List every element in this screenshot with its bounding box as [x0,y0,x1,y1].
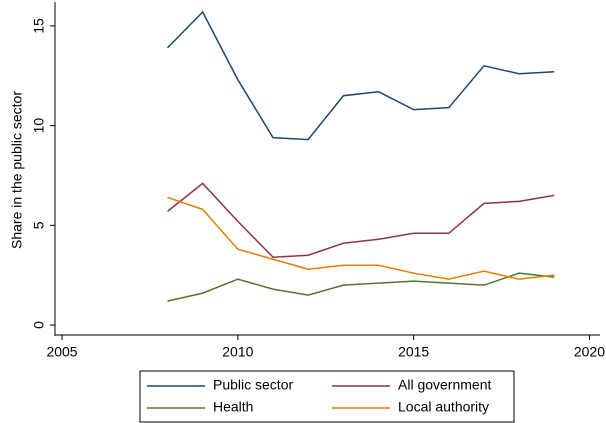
legend-label: All government [398,377,491,393]
y-tick-label: 15 [31,18,47,34]
x-tick-label: 2015 [398,344,429,360]
x-tick-label: 2010 [222,344,253,360]
line [167,196,555,280]
x-tick-label: 2020 [574,344,605,360]
legend [139,370,515,423]
y-tick-label: 5 [31,221,47,229]
y-axis-title: Share in the public sector [9,91,25,249]
line [166,10,555,141]
legend-label: Public sector [213,377,293,393]
x-tick-label: 2005 [46,344,77,360]
legend-label: Local authority [398,399,489,415]
line [167,272,555,302]
legend-label: Health [213,399,253,415]
line [167,182,555,259]
y-tick-label: 10 [31,118,47,134]
y-tick-label: 0 [31,321,47,329]
